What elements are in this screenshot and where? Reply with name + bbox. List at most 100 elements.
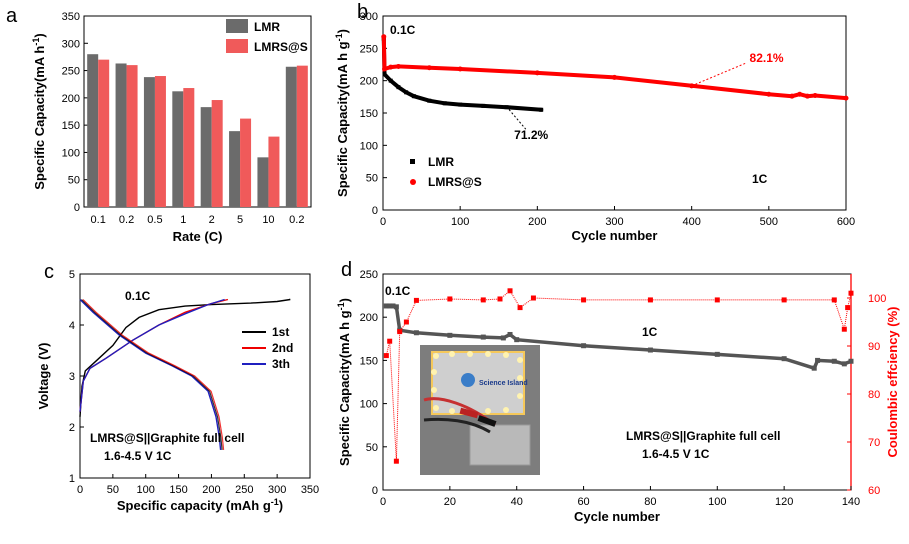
inset-led — [503, 352, 509, 358]
inset-led — [431, 369, 437, 375]
panel-a-xtick-label: 0.2 — [289, 214, 304, 226]
panel-d-capacity-point — [514, 337, 520, 343]
panel-c-legend-label: 2nd — [272, 341, 293, 355]
panel-d-capacity-point — [831, 358, 837, 364]
panel-a-bar — [200, 107, 212, 207]
panel-a-xtick-label: 0.1 — [91, 214, 106, 226]
panel-d-capacity-point — [581, 343, 587, 349]
inset-led — [517, 393, 523, 399]
panel-a-ylabel-sup: -1 — [31, 38, 41, 46]
panel-b-point-lmr — [388, 78, 393, 83]
panel-d-ylabel: Specific Capacity(mA h g-1) — [336, 298, 352, 466]
panel-a-xtick-label: 0.2 — [119, 214, 134, 226]
panel-b-ylabel: Specific Capacity(mA h g-1) — [334, 29, 350, 197]
panel-d-ce-point — [447, 296, 453, 302]
panel-d-ce-point — [507, 288, 513, 294]
panel-c-discharge-overlay — [82, 299, 225, 450]
panel-b-ylabel-text: Specific Capacity(mA h g — [335, 41, 350, 197]
panel-a-letter: a — [6, 5, 18, 27]
panel-c-xtick-label: 0 — [77, 484, 83, 496]
panel-b-lmr-arrow — [506, 106, 527, 130]
panel-a-ytick-label: 150 — [62, 120, 80, 132]
panel-a-xtick-label: 10 — [262, 214, 274, 226]
panel-d-capacity-point — [480, 334, 486, 340]
panel-d-ce-point — [517, 305, 523, 311]
inset-led — [449, 351, 455, 357]
panel-d-capacity-point — [811, 365, 817, 371]
panel-d-xtick-label: 100 — [708, 496, 726, 508]
panel-a-frame — [83, 15, 312, 208]
panel-d-xtick-label: 20 — [444, 496, 456, 508]
panel-b-xtick-label: 500 — [760, 216, 778, 228]
panel-a-ylabel-text: Specific Capacity(mA h — [32, 46, 47, 190]
panel-a-bar — [257, 157, 269, 207]
panel-d-ce-point — [403, 319, 409, 325]
inset-led — [485, 408, 491, 414]
inset-led — [517, 375, 523, 381]
panel-c-xtick-label: 350 — [301, 484, 319, 496]
panel-b-ytick-label: 50 — [366, 173, 378, 185]
panel-a-ytick-label: 50 — [68, 175, 80, 187]
inset-pouch-cell — [469, 424, 531, 466]
inset-led — [431, 387, 437, 393]
panel-d-capacity-point — [447, 332, 453, 338]
panel-c-discharge-overlay — [81, 299, 223, 450]
panel-a-ytick-label: 350 — [62, 11, 80, 23]
panel-b-xtick-label: 100 — [451, 216, 469, 228]
panel-d-capacity-point — [507, 331, 513, 337]
inset-clip-red — [459, 407, 479, 419]
panel-c-xlabel: Specific capacity (mAh g-1) — [117, 497, 283, 513]
panel-a-bar — [115, 63, 127, 207]
panel-b-point-lmrs — [766, 91, 772, 97]
panel-d-ce-point — [845, 305, 851, 311]
panel-b-point-lmr — [396, 85, 401, 90]
panel-c-xtick-label: 150 — [169, 484, 187, 496]
panel-b-series-band-LMR — [381, 36, 544, 112]
panel-b-point-lmr — [442, 101, 447, 106]
panel-d-ce-point — [647, 297, 653, 303]
panel-d-ce-point — [581, 297, 587, 303]
panel-a-xtick-label: 5 — [237, 214, 243, 226]
panel-a-bar — [229, 131, 241, 207]
panel-b-series-band-LMRS@S — [381, 34, 848, 101]
panel-d-rate-initial: 0.1C — [385, 284, 411, 298]
panel-d-ce-point — [781, 297, 787, 303]
panel-d-capacity-point — [647, 347, 653, 353]
panel-b-point-lmrs — [426, 65, 432, 71]
panel-d-xtick-label: 120 — [775, 496, 793, 508]
panel-c-xlabel-close: ) — [279, 498, 283, 513]
panel-d-ce-point — [848, 290, 854, 296]
inset-logo-mark — [461, 373, 475, 387]
panel-c-ytick-label: 4 — [69, 320, 75, 332]
panel-a-bar — [296, 65, 308, 207]
inset-led — [467, 351, 473, 357]
panel-c-xtick-label: 50 — [107, 484, 119, 496]
inset-led — [433, 353, 439, 359]
panel-c-ylabel: Voltage (V) — [36, 343, 51, 410]
panel-c-xtick-label: 200 — [202, 484, 220, 496]
panel-d-ytick-right-label: 90 — [868, 341, 880, 353]
panel-d-ylabel-sup: -1 — [336, 302, 346, 310]
panel-c-cell-cond: 1.6-4.5 V 1C — [104, 449, 172, 463]
panel-d-xtick-label: 0 — [380, 496, 386, 508]
panel-d-ce-point — [831, 297, 837, 303]
panel-b-point-lmrs — [534, 70, 540, 76]
panel-a-bar — [87, 54, 99, 208]
panel-b-point-lmrs — [843, 95, 849, 101]
panel-a-bar — [154, 76, 166, 208]
panel-d-letter: d — [341, 259, 352, 281]
panel-b-lmr-retention: 71.2% — [514, 128, 548, 142]
panel-b-ytick-label: 300 — [360, 11, 378, 23]
panel-a-bar — [211, 100, 223, 207]
panel-d-ce-point — [383, 353, 389, 359]
panel-c-rate: 0.1C — [125, 289, 151, 303]
panel-b-ytick-label: 0 — [372, 205, 378, 217]
panel-c-xlabel-sup: -1 — [271, 497, 279, 507]
panel-b-point-lmr — [427, 98, 432, 103]
panel-d-ylabel-close: ) — [337, 298, 352, 302]
panel-d-ytick-label: 250 — [360, 269, 378, 281]
panel-d-capacity-point — [413, 330, 419, 336]
panel-b-legend-marker-lmrs — [410, 179, 416, 185]
